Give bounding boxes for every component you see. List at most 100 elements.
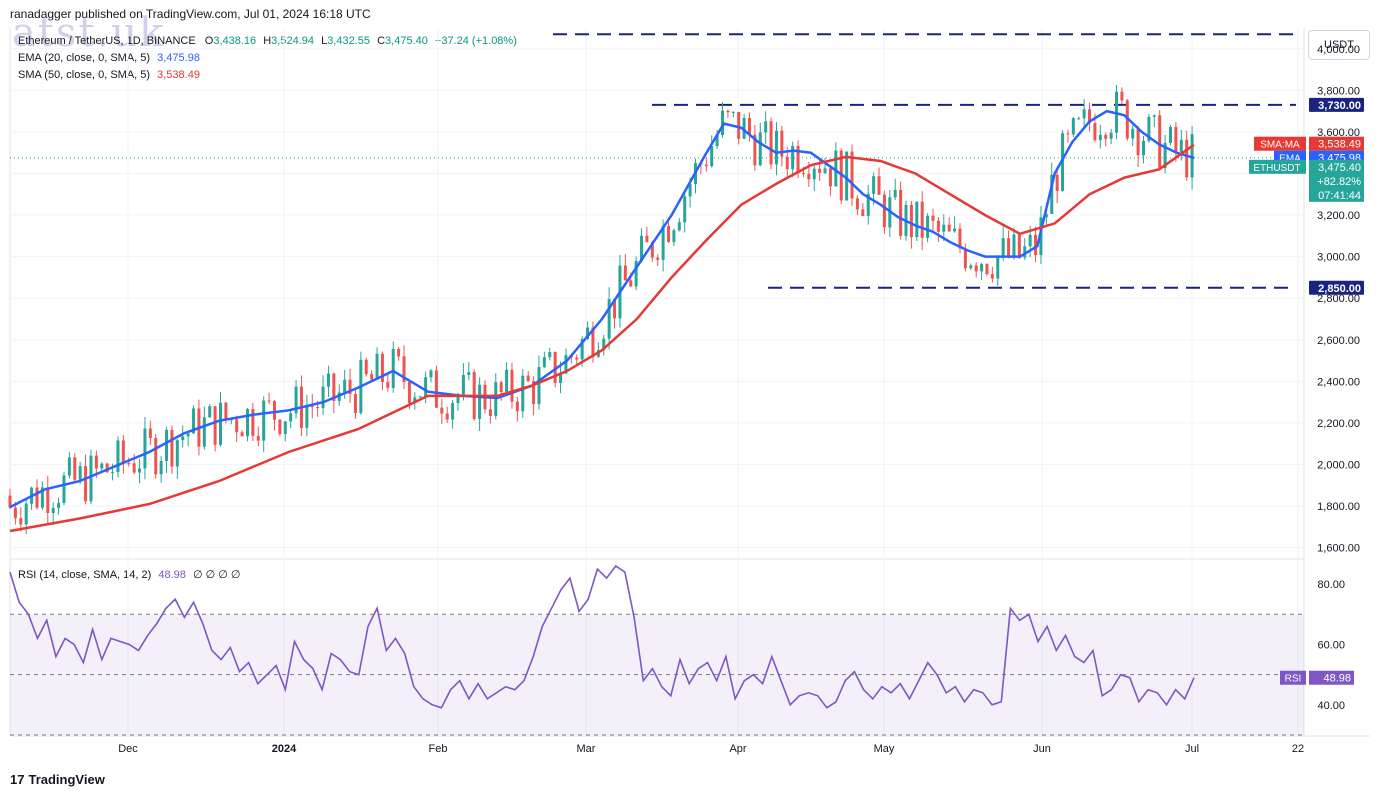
high-label: H [263,35,272,47]
candle-body [1055,174,1059,191]
candle-body [909,204,913,238]
candle-body [499,382,503,393]
candle-body [229,419,233,421]
candle-body [13,507,17,519]
candle-body [332,373,336,401]
candle-body [742,117,746,139]
candle-body [1017,234,1021,258]
candle-body [219,402,223,445]
symbol-title: Ethereum / TetherUS, 1D, BINANCE [18,35,196,47]
candle-body [429,370,433,378]
candle-body [942,224,946,232]
candle-body [747,117,751,135]
candle-body [818,168,822,173]
candle-body [1136,128,1140,156]
low-value: 3,432.55 [327,35,371,47]
candle-body [726,110,730,113]
candle-body [181,436,185,441]
candle-body [192,408,196,434]
candle-body [828,168,832,187]
candle-body [974,265,978,272]
candle-body [440,407,444,414]
candle-body [640,235,644,262]
candle-body [791,145,795,170]
sma-legend-value: 3,538.49 [157,69,200,81]
candle-body [931,215,935,221]
candle-body [289,413,293,422]
candle-body [467,372,471,376]
candle-body [1147,116,1151,141]
candle-body [57,502,61,508]
candle-body [1039,217,1043,256]
candle-body [699,163,703,165]
candle-body [1088,109,1092,124]
candle-body [391,349,395,388]
candle-body [596,350,600,357]
candle-body [548,352,552,358]
candle-body [202,417,206,447]
candle-body [316,407,320,409]
candle-body [251,409,255,436]
resistance-tag: 3,730.00 [1318,100,1361,112]
candle-body [111,472,115,474]
candle-body [461,375,465,396]
rsi-label-bg [1280,670,1306,685]
rsi-label: RSI [1285,674,1302,685]
sma-tag-bg [1309,136,1364,151]
time-tick-label: Jul [1185,743,1199,755]
candle-body [553,352,557,384]
candle-body [623,265,627,281]
candle-body [764,121,768,133]
candle-body [715,135,719,147]
candle-body [904,204,908,236]
price-tick-label: 3,400.00 [1317,168,1360,180]
price-tag-bg [1309,159,1364,202]
candle-body [24,503,28,525]
price-change: +82.82% [1317,176,1361,188]
candle-body [1066,133,1070,135]
candle-body [154,438,158,475]
candle-body [532,381,536,404]
candle-body [650,242,654,258]
candle-body [629,280,633,287]
currency-button[interactable]: USDT [1308,30,1370,60]
candle-body [483,384,487,410]
candle-body [1109,132,1113,139]
candle-body [505,369,509,393]
candle-body [1142,140,1146,156]
candle-body [353,394,357,413]
candle-body [370,374,374,380]
candle-body [1007,238,1011,257]
candle-body [958,228,962,249]
candle-body [283,421,287,435]
candle-body [451,403,455,420]
candle-body [537,367,541,404]
candle-body [472,372,476,419]
low-label: L [321,35,328,47]
candle-body [720,110,724,136]
ema-legend: EMA (20, close, 0, SMA, 5) 3,475.98 [18,52,200,64]
price-tick-label: 2,400.00 [1317,376,1360,388]
candle-body [121,440,125,464]
candle-body [1001,238,1005,257]
rsi-tick-label: 80.00 [1317,579,1345,591]
close-label: C [377,35,386,47]
candle-body [947,224,951,232]
candle-body [882,194,886,228]
candle-body [434,370,438,408]
tradingview-footer[interactable]: 17 TradingView [10,772,105,787]
sma-label-bg [1254,136,1306,151]
candle-body [256,435,260,441]
candle-body [424,377,428,397]
candle-body [1115,91,1119,133]
candle-body [1168,127,1172,143]
candle-body [1131,128,1135,139]
candle-body [515,401,519,412]
candle-body [996,256,1000,279]
countdown: 07:41:44 [1318,190,1361,202]
rsi-band [10,614,1304,735]
publish-info: ranadagger published on TradingView.com,… [10,7,371,21]
candle-body [94,455,98,469]
candle-body [1082,109,1086,119]
open-label: O [204,35,214,47]
